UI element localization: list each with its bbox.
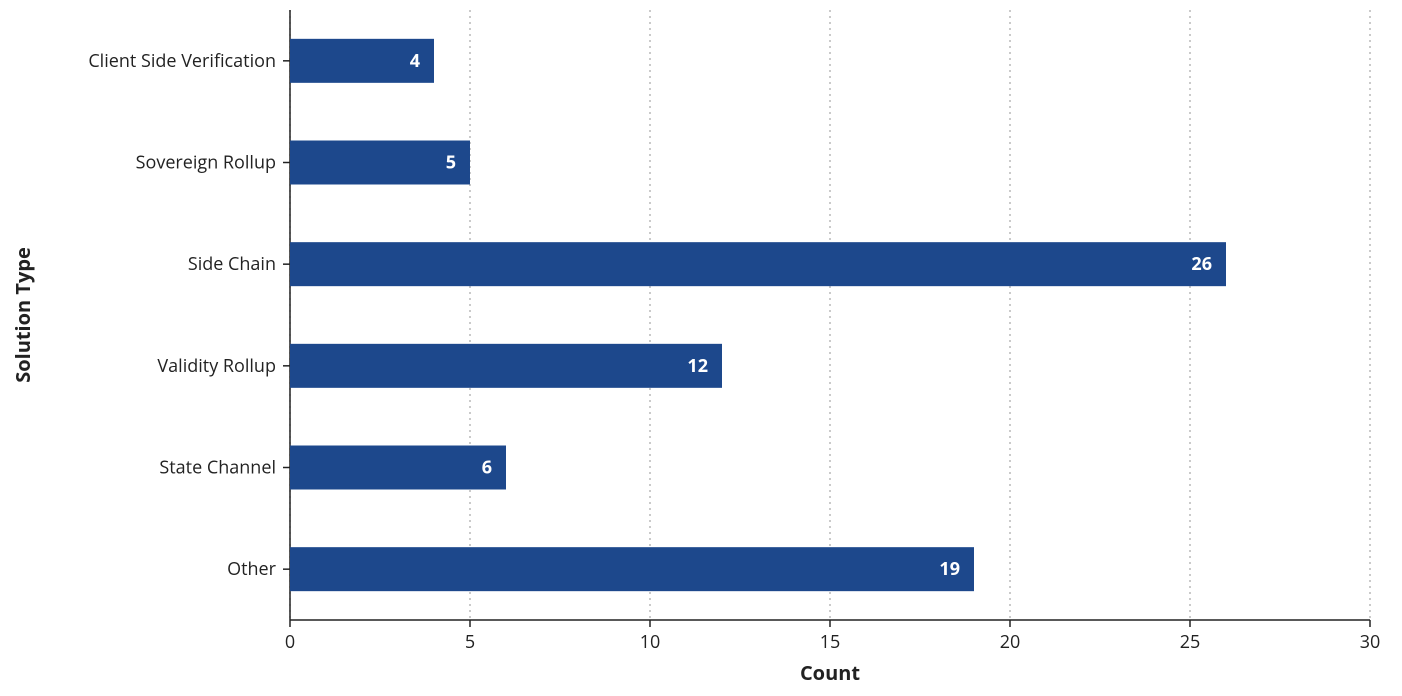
x-axis-title: Count — [800, 659, 860, 686]
y-tick-label: Client Side Verification — [88, 49, 276, 73]
x-tick-label: 20 — [1000, 630, 1021, 654]
bar-value-label: 12 — [687, 354, 708, 378]
x-tick-label: 5 — [465, 630, 475, 654]
bar-value-label: 5 — [446, 151, 456, 175]
y-tick-label: Sovereign Rollup — [136, 151, 276, 175]
bar-value-label: 6 — [482, 456, 492, 480]
x-tick-label: 15 — [820, 630, 841, 654]
y-tick-label: Validity Rollup — [157, 354, 276, 378]
bar — [290, 547, 974, 591]
bar-value-label: 4 — [410, 49, 420, 73]
y-tick-label: State Channel — [159, 456, 276, 480]
x-tick-label: 30 — [1360, 630, 1381, 654]
bar — [290, 344, 722, 388]
chart-svg: 0 5 10 15 20 25 30 Count Solution Type Client Sid… — [0, 0, 1402, 696]
bar-value-label: 26 — [1191, 252, 1212, 276]
chart-container: 0 5 10 15 20 25 30 Count Solution Type Client Sid… — [0, 0, 1402, 696]
y-axis-title: Solution Type — [9, 247, 36, 383]
y-tick-label: Side Chain — [188, 252, 276, 276]
x-tick-label: 25 — [1180, 630, 1201, 654]
y-tick-label: Other — [227, 557, 277, 581]
x-tick-label: 0 — [285, 630, 295, 654]
bar — [290, 242, 1226, 286]
x-tick-label: 10 — [640, 630, 661, 654]
bar-value-label: 19 — [939, 557, 960, 581]
bar — [290, 446, 506, 490]
bar — [290, 141, 470, 185]
